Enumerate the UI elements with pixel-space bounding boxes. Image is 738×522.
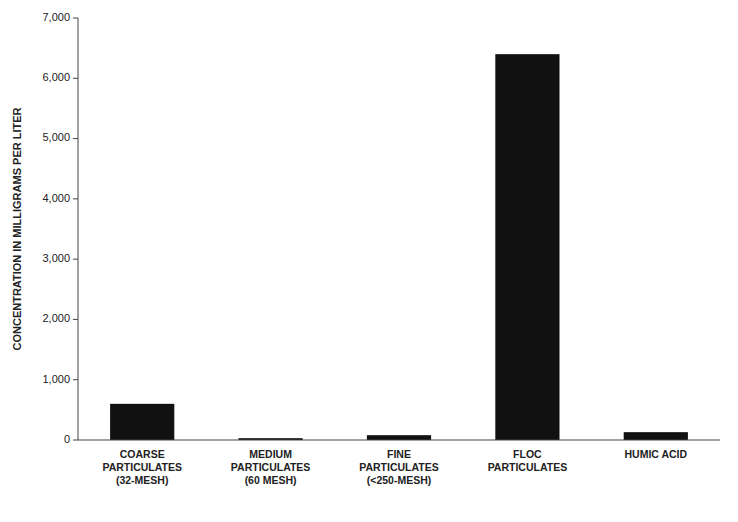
y-tick [73, 259, 78, 260]
x-tick-label-line: FINE [387, 448, 411, 460]
bar [110, 404, 174, 440]
x-tick-label-line: PARTICULATES [488, 461, 568, 473]
bars [110, 54, 688, 440]
x-axis-line [78, 440, 720, 441]
y-tick [73, 440, 78, 441]
x-tick-label-line: HUMIC ACID [624, 448, 687, 460]
y-tick [73, 138, 78, 139]
y-axis-label: CONCENTRATION IN MILLIGRAMS PER LITER [11, 107, 23, 350]
y-tick-label: 7,000 [42, 11, 70, 23]
y-tick-label: 1,000 [42, 373, 70, 385]
x-tick-label: HUMIC ACID [624, 448, 687, 460]
y-tick-label: 4,000 [42, 192, 70, 204]
y-axis: 0 1,000 2,000 3,000 4,000 5,000 6,000 7,000 [42, 11, 78, 445]
y-tick [73, 78, 78, 79]
x-axis: COARSEPARTICULATES(32-MESH)MEDIUMPARTICU… [102, 448, 687, 486]
y-tick-label: 2,000 [42, 312, 70, 324]
bar [495, 54, 559, 440]
x-tick-label-line: (32-MESH) [116, 474, 169, 486]
x-tick-label-line: (<250-MESH) [367, 474, 431, 486]
x-tick-label: FINEPARTICULATES(<250-MESH) [359, 448, 439, 486]
y-tick [73, 198, 78, 199]
y-tick-label: 6,000 [42, 71, 70, 83]
x-tick-label-line: FLOC [513, 448, 542, 460]
x-tick-label-line: (60 MESH) [245, 474, 297, 486]
x-tick-label-line: COARSE [120, 448, 165, 460]
x-tick-label-line: PARTICULATES [359, 461, 439, 473]
x-tick-label: FLOCPARTICULATES [488, 448, 568, 473]
bar [367, 435, 431, 440]
y-tick-label: 3,000 [42, 252, 70, 264]
y-tick [73, 379, 78, 380]
y-tick-label: 5,000 [42, 131, 70, 143]
chart-svg: 0 1,000 2,000 3,000 4,000 5,000 6,000 7,000 COAR… [0, 0, 738, 522]
y-tick [73, 319, 78, 320]
y-axis-line [78, 18, 79, 440]
x-tick-label-line: MEDIUM [249, 448, 292, 460]
y-tick-label: 0 [64, 433, 70, 445]
x-tick-label: MEDIUMPARTICULATES(60 MESH) [231, 448, 311, 486]
x-tick-label: COARSEPARTICULATES(32-MESH) [102, 448, 182, 486]
x-tick-label-line: PARTICULATES [231, 461, 311, 473]
x-tick-label-line: PARTICULATES [102, 461, 182, 473]
chart-container: 0 1,000 2,000 3,000 4,000 5,000 6,000 7,000 COAR… [0, 0, 738, 522]
y-tick [73, 18, 78, 19]
bar [624, 432, 688, 440]
